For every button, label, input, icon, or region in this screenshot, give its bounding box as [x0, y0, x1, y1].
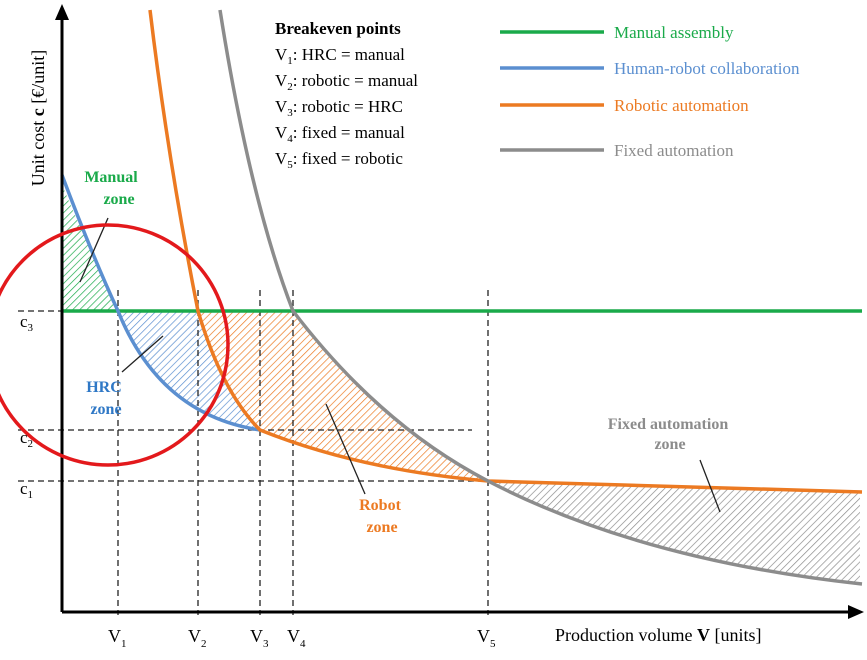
- breakeven-title: Breakeven points: [275, 19, 401, 38]
- legend-label-fixed: Fixed automation: [614, 141, 734, 160]
- robot-zone-pointer: [325, 403, 366, 495]
- tick-label-v4: V4: [287, 626, 306, 650]
- hrc-zone-area: [118, 311, 260, 430]
- fixed-zone-pointer: [699, 459, 721, 513]
- legend-label-hrc: Human-robot collaboration: [614, 59, 800, 78]
- breakeven-item-v5: V5: fixed = robotic: [275, 149, 403, 171]
- fixed-zone-area: [488, 481, 860, 584]
- hrc-zone-pointer: [121, 335, 164, 373]
- tick-label-c1: c1: [20, 479, 33, 501]
- tick-label-v2: V2: [188, 626, 207, 650]
- tick-label-c3: c3: [20, 312, 34, 334]
- legend: Manual assembly Human-robot collaboratio…: [500, 23, 800, 160]
- y-axis-arrow: [55, 4, 69, 20]
- tick-label-v1: V1: [108, 626, 127, 650]
- manual-zone-area: [62, 185, 118, 311]
- breakeven-item-v2: V2: robotic = manual: [275, 71, 418, 93]
- zone-label-fixed: Fixed automation zone: [608, 416, 732, 453]
- x-axis-arrow: [848, 605, 864, 619]
- zone-label-hrc: HRC zone: [86, 379, 126, 418]
- tick-label-c2: c2: [20, 428, 33, 450]
- reference-lines: [18, 290, 489, 615]
- breakeven-item-v4: V4: fixed = manual: [275, 123, 405, 145]
- highlight-circle: [0, 223, 230, 467]
- manual-zone-pointer: [79, 217, 109, 283]
- fixed-automation-curve: [218, 9, 863, 586]
- legend-label-robotic: Robotic automation: [614, 96, 749, 115]
- zone-label-robot: Robot zone: [359, 497, 405, 536]
- breakeven-item-v1: V1: HRC = manual: [275, 45, 405, 67]
- x-axis-label: Production volume V [units]: [555, 625, 762, 645]
- tick-label-v3: V3: [250, 626, 269, 650]
- y-axis-label: Unit cost c [€/unit]: [28, 50, 48, 187]
- tick-label-v5: V5: [477, 626, 496, 650]
- robot-zone-area: [198, 311, 488, 481]
- legend-label-manual: Manual assembly: [614, 23, 734, 42]
- breakeven-item-v3: V3: robotic = HRC: [275, 97, 403, 119]
- breakeven-points-box: Breakeven points V1: HRC = manual V2: ro…: [275, 19, 418, 171]
- zone-label-manual: Manual zone: [84, 169, 141, 208]
